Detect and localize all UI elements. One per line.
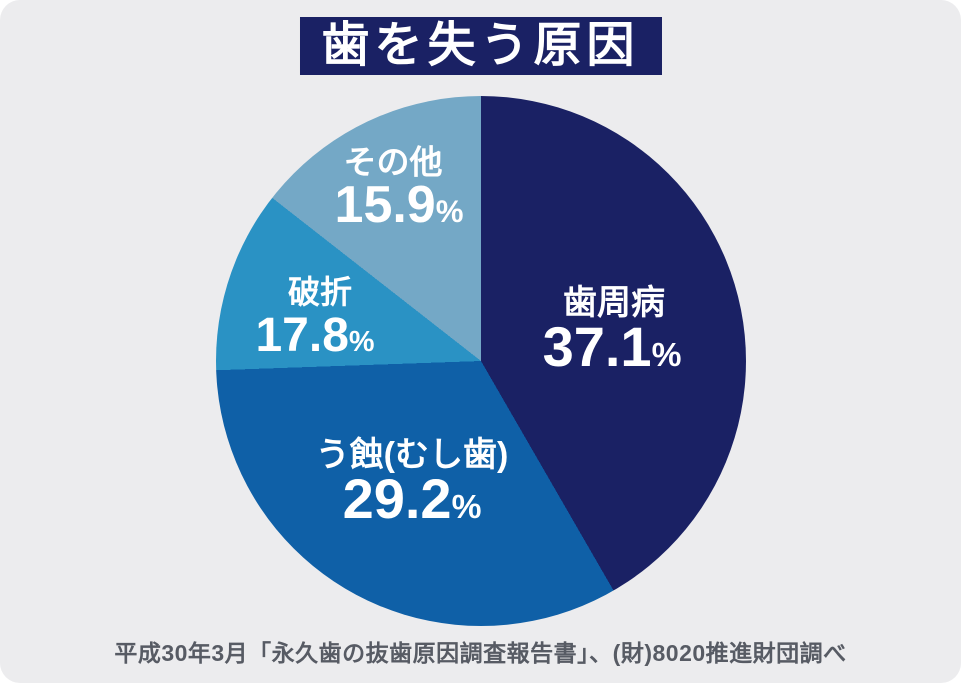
slice-value-number: 15.9 [334, 176, 436, 234]
slice-value-caries: 29.2% [343, 471, 482, 527]
slice-label-other: その他 [343, 143, 443, 181]
slice-value-number: 37.1 [542, 315, 652, 378]
source-note: 平成30年3月「永久歯の抜歯原因調査報告書」、(財)8020推進財団調べ [114, 640, 847, 666]
percent-sign: % [435, 194, 464, 229]
chart-title: 歯を失う原因 [321, 19, 640, 72]
slice-value-periodontal: 37.1% [543, 319, 682, 375]
percent-sign: % [451, 489, 482, 526]
percent-sign: % [348, 326, 375, 358]
percent-sign: % [651, 337, 682, 374]
slice-value-number: 17.8 [255, 309, 349, 362]
slice-label-caries: う蝕(むし歯) [315, 436, 509, 474]
pie-chart: 歯周病 37.1% う蝕(むし歯) 29.2% 破折 17.8% その他 15.… [216, 96, 746, 626]
slice-label-periodontal: 歯周病 [563, 284, 665, 322]
pie-circle [216, 96, 746, 626]
slice-value-other: 15.9% [335, 179, 464, 231]
slice-label-fracture: 破折 [287, 274, 353, 310]
slice-value-number: 29.2 [342, 467, 452, 530]
slice-value-fracture: 17.8% [255, 312, 374, 360]
chart-title-band: 歯を失う原因 [299, 17, 662, 75]
